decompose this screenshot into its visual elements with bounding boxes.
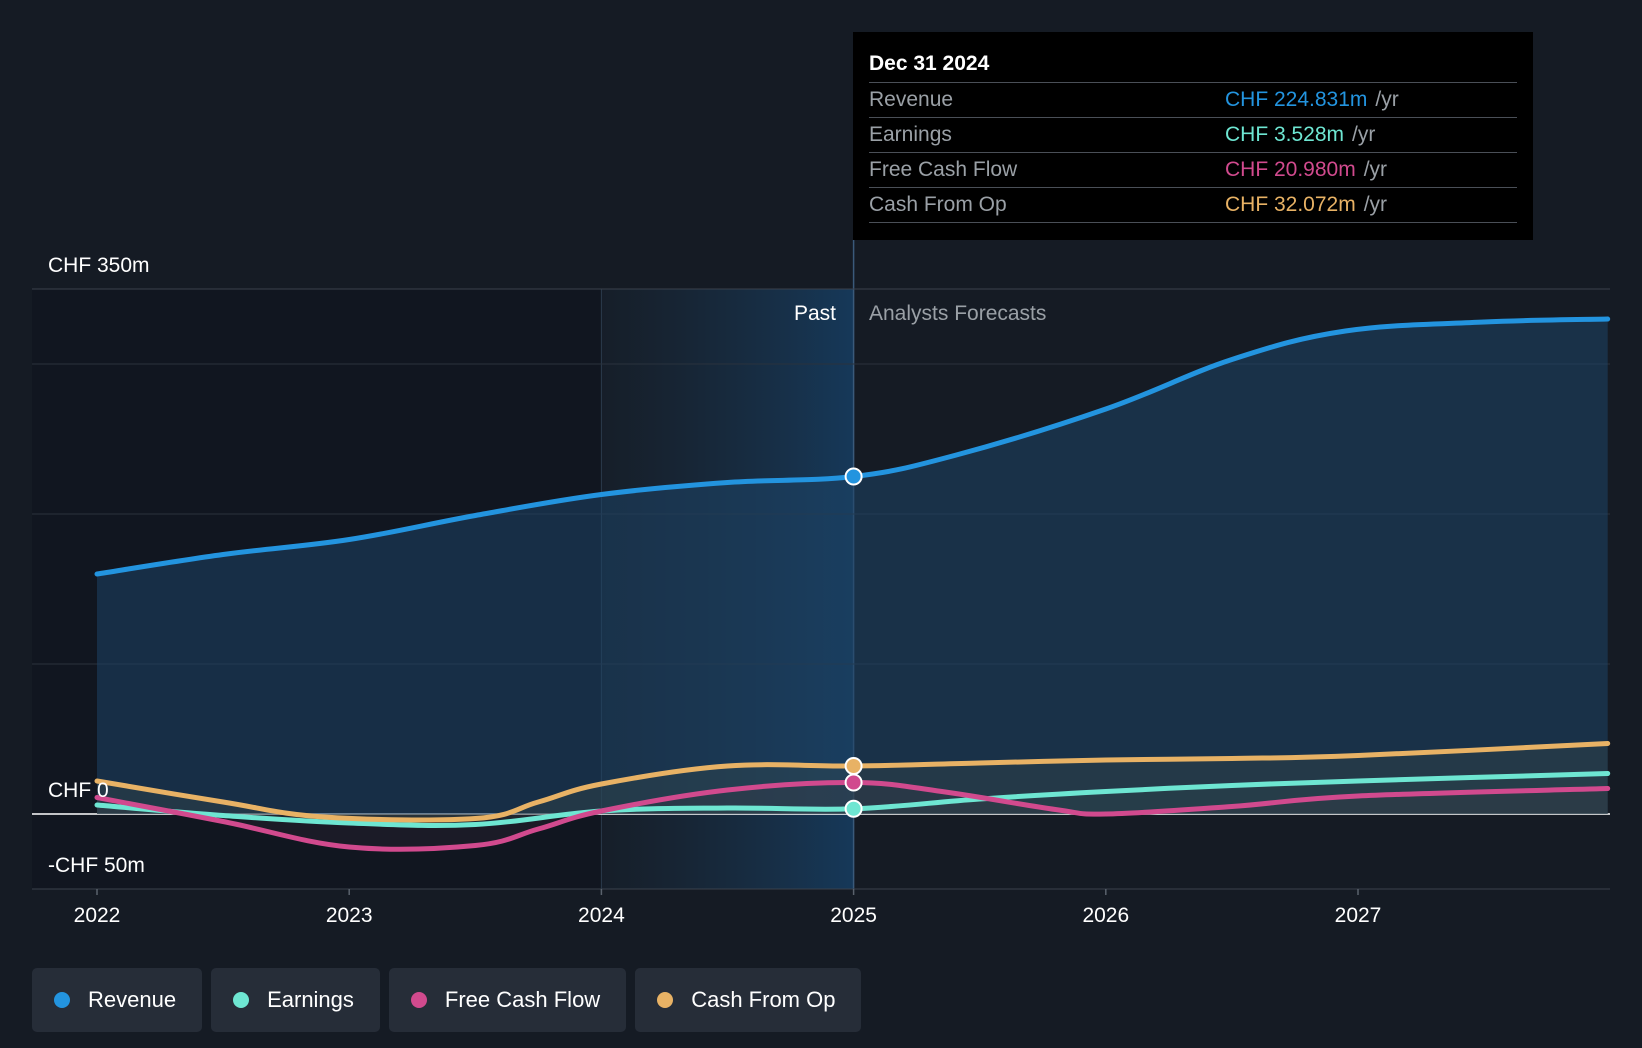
legend-label: Cash From Op — [691, 987, 836, 1012]
tooltip-row-name: Free Cash Flow — [869, 158, 1018, 181]
cash-from-op-marker[interactable] — [844, 757, 863, 775]
x-tick-label: 2026 — [1082, 904, 1129, 927]
free-cash-flow-marker[interactable] — [844, 773, 863, 792]
tooltip-row: Revenue CHF 224.831m/yr — [869, 83, 1517, 118]
legend-dot-icon — [410, 992, 427, 1008]
tooltip-row-unit: /yr — [1363, 193, 1388, 216]
data-tooltip: Dec 31 2024 Revenue CHF 224.831m/yr Earnin… — [853, 32, 1533, 240]
tooltip-date: Dec 31 2024 — [869, 46, 1517, 83]
y-axis-label-top: CHF 350m — [48, 254, 150, 277]
earnings-line — [94, 771, 1611, 828]
free-cash-flow-area — [97, 782, 1608, 850]
tooltip-row: Free Cash Flow CHF 20.980m/yr — [869, 153, 1517, 188]
legend-label: Earnings — [267, 987, 354, 1012]
tooltip-row-value: CHF 224.831m — [1225, 88, 1368, 111]
cash-from-op-line — [94, 741, 1611, 823]
tooltip-row-name: Cash From Op — [869, 193, 1007, 216]
tooltip-row-value: CHF 20.980m — [1225, 158, 1356, 181]
legend-label: Revenue — [88, 987, 177, 1012]
legend-item-revenue[interactable]: Revenue — [32, 968, 203, 1032]
earnings-marker[interactable] — [844, 799, 863, 818]
x-tick-label: 2025 — [830, 904, 877, 927]
legend-dot-icon — [54, 992, 70, 1008]
tooltip-row-name: Earnings — [869, 123, 952, 146]
chart-legend: Revenue Earnings Free Cash Flow Cash From O… — [32, 968, 862, 1032]
x-tick-label: 2027 — [1335, 904, 1382, 927]
x-tick-label: 2024 — [578, 904, 625, 927]
tooltip-row-value: CHF 32.072m — [1225, 193, 1356, 216]
tooltip-row: Cash From Op CHF 32.072m/yr — [869, 188, 1517, 223]
legend-dot-icon — [657, 992, 674, 1008]
y-axis-label-bottom: -CHF 50m — [48, 854, 145, 877]
financial-chart: CHF 350m CHF 0 -CHF 50m Past Analysts Fo… — [32, 240, 1611, 927]
legend-dot-icon — [233, 992, 250, 1008]
tooltip-row-unit: /yr — [1352, 123, 1376, 146]
tooltip-row: Earnings CHF 3.528m/yr — [869, 118, 1517, 153]
tooltip-row-unit: /yr — [1375, 88, 1399, 111]
tooltip-row-unit: /yr — [1363, 158, 1388, 181]
forecast-label: Analysts Forecasts — [869, 302, 1046, 325]
x-tick-label: 2022 — [74, 904, 121, 927]
free-cash-flow-line — [94, 779, 1611, 852]
x-tick-label: 2023 — [326, 904, 373, 927]
tooltip-row-name: Revenue — [869, 88, 954, 111]
revenue-marker[interactable] — [844, 467, 863, 486]
legend-item-cash-from-op[interactable]: Cash From Op — [635, 968, 862, 1032]
y-axis-label-zero: CHF 0 — [48, 779, 109, 802]
tooltip-row-value: CHF 3.528m — [1225, 123, 1345, 146]
legend-item-free-cash-flow[interactable]: Free Cash Flow — [388, 968, 627, 1032]
legend-item-earnings[interactable]: Earnings — [211, 968, 380, 1032]
legend-label: Free Cash Flow — [444, 987, 601, 1012]
past-label: Past — [794, 302, 836, 325]
revenue-area — [97, 319, 1608, 814]
